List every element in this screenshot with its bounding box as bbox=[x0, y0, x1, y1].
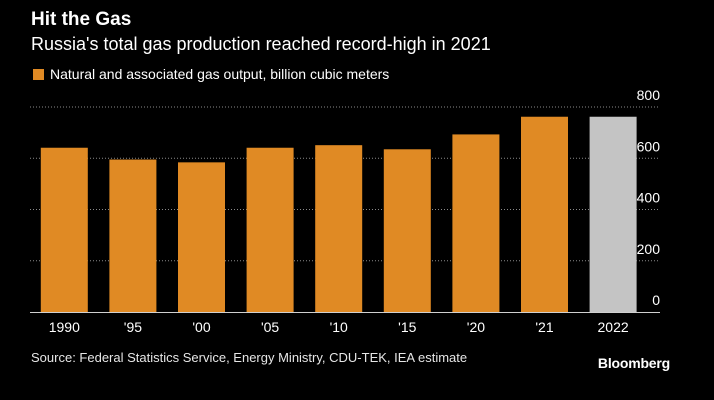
bar-20 bbox=[452, 134, 500, 312]
bar-00 bbox=[178, 162, 225, 312]
bloomberg-logo: Bloomberg bbox=[597, 355, 670, 371]
chart-legend: Natural and associated gas output, billi… bbox=[33, 66, 389, 82]
x-tick-label: 1990 bbox=[49, 319, 80, 335]
x-tick-label: '20 bbox=[467, 319, 485, 335]
x-tick-label: '15 bbox=[398, 319, 416, 335]
x-tick-label: '95 bbox=[124, 319, 142, 335]
y-axis-labels: 0 200 400 600 800 bbox=[637, 87, 661, 308]
x-tick-label: '05 bbox=[261, 319, 279, 335]
bar-1990 bbox=[40, 147, 88, 312]
y-tick-label: 0 bbox=[652, 292, 660, 308]
y-tick-label: 800 bbox=[637, 87, 661, 103]
bar-2022 bbox=[589, 116, 637, 312]
x-axis-labels: 1990 '95 '00 '05 '10 '15 '20 '21 2022 bbox=[49, 319, 629, 335]
legend-label: Natural and associated gas output, billi… bbox=[50, 66, 390, 82]
bar-05 bbox=[246, 147, 294, 312]
chart-subtitle: Russia's total gas production reached re… bbox=[31, 34, 491, 54]
x-tick-label: '00 bbox=[192, 319, 210, 335]
bar-10 bbox=[315, 145, 363, 312]
bar-95 bbox=[109, 159, 157, 312]
bar-15 bbox=[383, 149, 431, 312]
y-tick-label: 400 bbox=[637, 190, 661, 206]
source-note: Source: Federal Statistics Service, Ener… bbox=[31, 350, 468, 365]
chart-title: Hit the Gas bbox=[31, 9, 132, 30]
x-tick-label: '21 bbox=[535, 319, 553, 335]
y-tick-label: 600 bbox=[637, 138, 661, 154]
legend-swatch bbox=[33, 68, 44, 80]
bars bbox=[40, 116, 637, 312]
x-tick-label: 2022 bbox=[598, 319, 629, 335]
y-tick-label: 200 bbox=[637, 241, 661, 257]
bar-21 bbox=[521, 116, 568, 312]
x-tick-label: '10 bbox=[330, 319, 348, 335]
